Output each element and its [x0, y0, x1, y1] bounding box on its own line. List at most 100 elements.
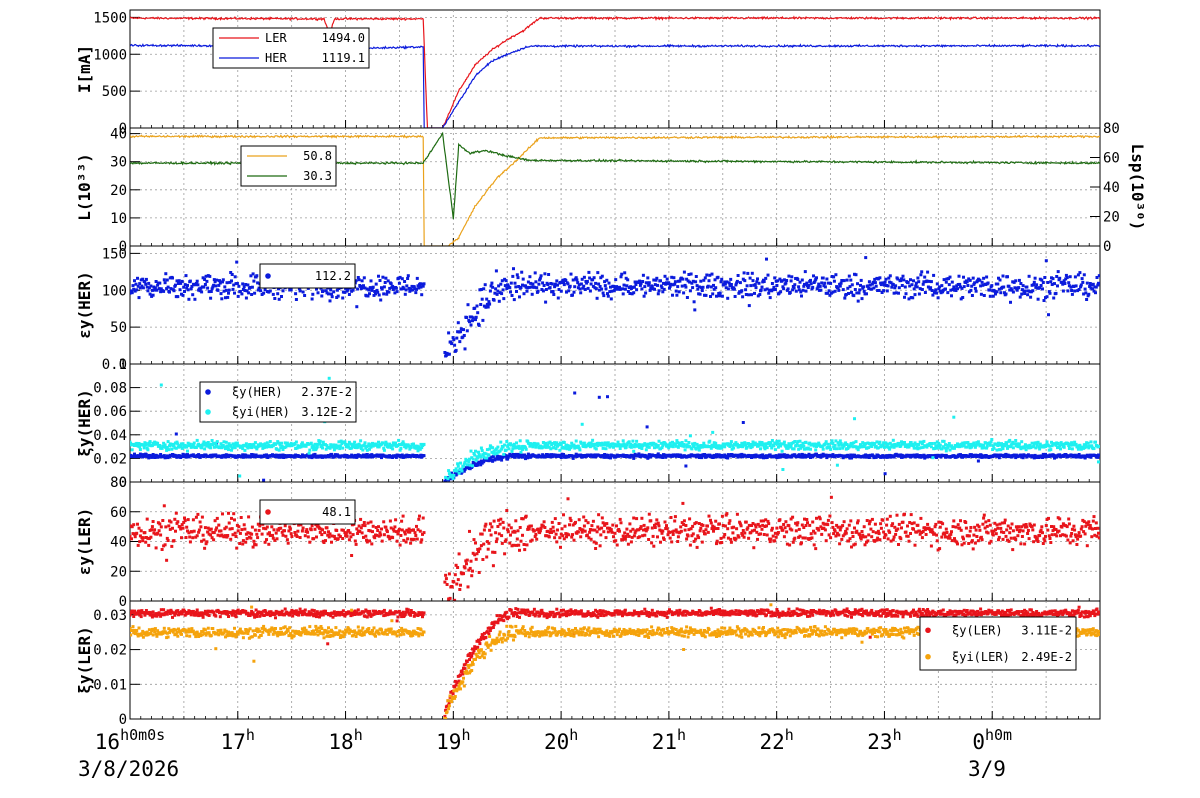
data-point	[903, 441, 906, 444]
data-point	[670, 275, 674, 279]
data-point	[590, 444, 594, 448]
data-point	[336, 537, 340, 541]
data-point	[512, 267, 515, 271]
data-point	[948, 275, 952, 279]
data-point	[808, 441, 812, 445]
data-point	[391, 536, 395, 540]
data-point	[842, 279, 846, 283]
data-point	[148, 440, 152, 444]
data-point	[1051, 277, 1055, 281]
data-point	[513, 455, 517, 459]
data-point	[555, 441, 559, 445]
series-line-1	[130, 134, 1100, 246]
data-point	[886, 284, 890, 288]
data-point	[456, 566, 460, 569]
data-point	[212, 538, 216, 542]
data-point	[256, 281, 260, 285]
data-point	[847, 292, 850, 295]
data-point	[995, 290, 999, 294]
data-point	[1006, 446, 1009, 450]
data-point	[745, 445, 749, 449]
data-point	[206, 530, 210, 534]
data-point	[1023, 443, 1027, 447]
data-point	[536, 442, 540, 446]
data-point	[538, 276, 542, 280]
data-point	[833, 443, 837, 447]
data-point	[803, 282, 806, 286]
data-point	[694, 275, 698, 278]
data-point	[660, 286, 664, 290]
data-point	[996, 282, 1000, 286]
data-point	[162, 441, 166, 445]
data-point	[719, 280, 723, 284]
data-point	[691, 279, 695, 283]
data-point	[1085, 281, 1089, 285]
data-point	[247, 291, 251, 295]
data-point	[518, 452, 521, 456]
data-point	[549, 447, 553, 451]
data-point	[976, 440, 980, 444]
data-point	[180, 523, 184, 527]
data-point	[586, 286, 590, 290]
data-point	[275, 447, 279, 451]
data-point	[772, 285, 776, 289]
data-point	[917, 280, 921, 284]
data-point	[1023, 289, 1027, 293]
data-point	[922, 439, 926, 443]
data-point	[920, 288, 924, 291]
data-point	[284, 534, 288, 538]
data-point	[697, 456, 701, 459]
data-point	[550, 442, 554, 445]
data-point	[909, 441, 913, 445]
data-point	[683, 448, 687, 452]
data-point	[656, 444, 660, 448]
data-point	[541, 281, 545, 285]
data-point	[378, 279, 382, 282]
data-point	[1061, 442, 1065, 446]
data-point	[903, 295, 906, 299]
data-point	[517, 444, 521, 448]
data-point	[389, 282, 393, 286]
data-point	[235, 260, 239, 264]
data-point	[909, 278, 912, 282]
data-point	[773, 276, 777, 280]
data-point	[495, 292, 499, 296]
data-point	[1086, 441, 1090, 445]
data-point	[960, 286, 964, 290]
data-point	[471, 569, 474, 573]
data-point	[183, 290, 186, 293]
data-point	[456, 578, 460, 582]
data-point	[132, 523, 136, 527]
data-point	[208, 274, 212, 278]
data-point	[601, 446, 605, 450]
data-point	[315, 535, 318, 539]
data-point	[1017, 278, 1021, 282]
data-point	[132, 287, 136, 291]
data-point	[510, 294, 514, 297]
data-point	[757, 281, 761, 285]
data-point	[1092, 289, 1096, 293]
data-point	[385, 292, 389, 296]
data-point	[406, 277, 410, 280]
data-point	[144, 442, 148, 446]
data-point	[883, 472, 887, 476]
data-point	[450, 342, 454, 346]
data-point	[246, 531, 250, 535]
y-tick-label: 0.08	[93, 381, 127, 397]
data-point	[864, 256, 868, 260]
data-point	[401, 514, 405, 518]
data-point	[148, 292, 152, 296]
data-point	[824, 440, 828, 444]
data-point	[230, 527, 234, 531]
data-point	[518, 446, 521, 450]
data-point	[493, 452, 497, 456]
data-point	[601, 291, 605, 295]
data-point	[647, 453, 651, 457]
data-point	[491, 564, 495, 568]
data-point	[851, 445, 855, 449]
data-point	[803, 447, 806, 451]
data-point	[1054, 291, 1058, 295]
data-point	[144, 282, 148, 286]
data-point	[565, 290, 568, 294]
data-point	[297, 287, 301, 291]
